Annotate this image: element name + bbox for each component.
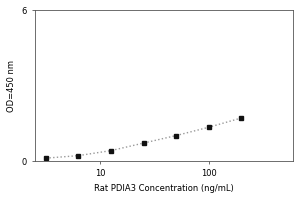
X-axis label: Rat PDIA3 Concentration (ng/mL): Rat PDIA3 Concentration (ng/mL) [94,184,234,193]
Y-axis label: OD=450 nm: OD=450 nm [7,60,16,112]
